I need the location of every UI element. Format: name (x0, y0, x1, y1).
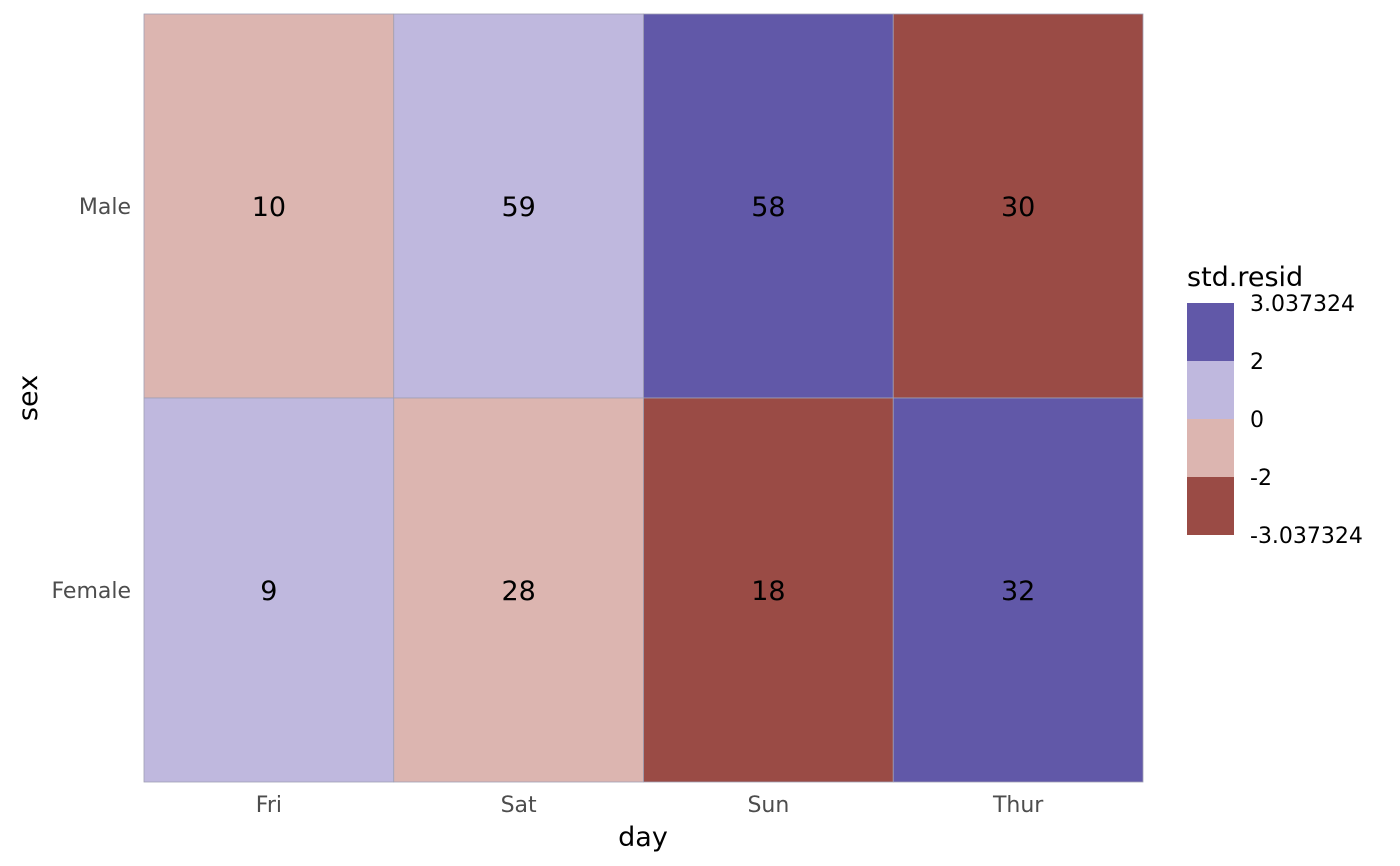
legend-break-label: 2 (1250, 350, 1264, 375)
x-tick-label: Sun (747, 793, 789, 818)
cell-count-label: 18 (751, 576, 785, 607)
legend: std.resid 3.037324 2 0 -2 -3.037324 (1187, 262, 1363, 549)
legend-break-label: -3.037324 (1250, 524, 1363, 549)
cell-labels-layer: 10 59 58 30 9 28 18 32 (252, 192, 1036, 607)
y-axis-ticks: Male Female (51, 195, 131, 604)
heatmap-cell-female-fri (143, 397, 395, 783)
heatmap-cell-female-sun (643, 397, 894, 783)
legend-break-label: -2 (1250, 466, 1272, 491)
cell-count-label: 10 (252, 192, 286, 223)
legend-swatch (1187, 303, 1234, 361)
x-axis-title: day (618, 822, 668, 853)
heatmap-cell-male-sat (393, 13, 644, 399)
x-tick-label: Thur (992, 793, 1044, 818)
legend-swatch (1187, 477, 1234, 535)
cell-count-label: 28 (501, 576, 535, 607)
y-tick-label: Male (79, 195, 131, 220)
cells-layer (143, 13, 1144, 783)
legend-break-label: 3.037324 (1250, 292, 1355, 317)
legend-title: std.resid (1187, 262, 1303, 293)
heatmap-cell-female-thur (892, 397, 1144, 783)
heatmap-cell-male-fri (143, 13, 395, 399)
x-tick-label: Sat (501, 793, 537, 818)
legend-swatch (1187, 419, 1234, 477)
heatmap-cell-female-sat (393, 397, 644, 783)
heatmap-cell-male-thur (892, 13, 1144, 399)
legend-swatch (1187, 361, 1234, 419)
x-axis-ticks: Fri Sat Sun Thur (256, 793, 1044, 818)
cell-count-label: 30 (1001, 192, 1035, 223)
heatmap-cell-male-sun (643, 13, 894, 399)
legend-swatches (1187, 303, 1234, 535)
y-tick-label: Female (51, 579, 131, 604)
cell-count-label: 59 (501, 192, 535, 223)
legend-break-label: 0 (1250, 408, 1264, 433)
cell-count-label: 58 (751, 192, 785, 223)
x-tick-label: Fri (256, 793, 282, 818)
y-axis-title: sex (13, 375, 44, 421)
legend-labels: 3.037324 2 0 -2 -3.037324 (1250, 292, 1363, 549)
cell-count-label: 9 (260, 576, 277, 607)
cell-count-label: 32 (1001, 576, 1035, 607)
